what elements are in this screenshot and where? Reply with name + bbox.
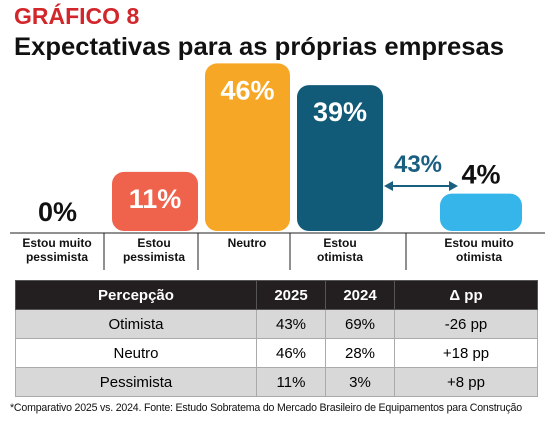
value-label: 46% [220, 75, 274, 105]
value-label: 4% [461, 160, 500, 190]
chart-title: Expectativas para as próprias empresas [14, 33, 504, 61]
table-cell: Otimista [15, 309, 257, 339]
table-cell: +18 pp [394, 338, 538, 368]
category-label: Estou otimista [316, 236, 363, 264]
table: Percepção 2025 2024 Δ pp Otimista 43% 69% -26 p… [15, 280, 538, 397]
value-label: 0% [38, 197, 77, 227]
column-header: 2025 [256, 280, 326, 310]
arrow-head [384, 181, 458, 191]
footnote: *Comparativo 2025 vs. 2024. Fonte: Estud… [10, 402, 522, 414]
table-cell: +8 pp [394, 367, 538, 397]
header-row: Percepção 2025 2024 Δ pp [15, 280, 538, 310]
category-label: Estou pessimista [122, 236, 186, 264]
table-cell: 28% [325, 338, 395, 368]
category-label: Estou muito otimista [444, 236, 514, 264]
category-label: Estou muito pessimista [22, 236, 92, 264]
table-cell: 69% [325, 309, 395, 339]
table-row: Pessimista 11% 3% +8 pp [15, 367, 538, 397]
column-header: 2024 [325, 280, 395, 310]
value-label: 39% [313, 97, 367, 127]
bar [440, 193, 522, 231]
table-row: Otimista 43% 69% -26 pp [15, 309, 538, 339]
table-cell: Neutro [15, 338, 257, 368]
bar [112, 171, 198, 231]
table-row: Neutro 46% 28% +18 pp [15, 338, 538, 368]
chart: GRÁFICO 8 Expectativas para as próprias … [10, 2, 545, 270]
table-cell: 11% [256, 367, 326, 397]
table-cell: Pessimista [15, 367, 257, 397]
table-cell: 46% [256, 338, 326, 368]
table-cell: 43% [256, 309, 326, 339]
bar [205, 63, 290, 232]
table-cell: 3% [325, 367, 395, 397]
column-header: Percepção [15, 280, 257, 310]
bar [297, 85, 383, 231]
table-cell: -26 pp [394, 309, 538, 339]
chart-label: GRÁFICO 8 [14, 2, 139, 29]
category-label: Neutro [227, 236, 267, 250]
value-label: 11% [129, 184, 182, 214]
annotation: 43% [394, 151, 442, 178]
column-header: Δ pp [394, 280, 538, 310]
